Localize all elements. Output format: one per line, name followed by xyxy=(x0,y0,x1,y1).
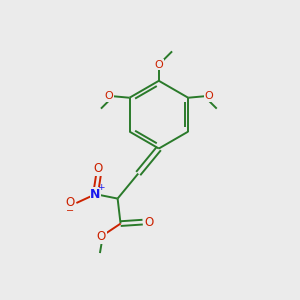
Text: O: O xyxy=(145,216,154,229)
Text: −: − xyxy=(66,206,74,216)
Text: O: O xyxy=(97,230,106,243)
Text: +: + xyxy=(97,183,105,192)
Text: O: O xyxy=(65,196,74,209)
Text: N: N xyxy=(90,188,101,201)
Text: O: O xyxy=(94,162,103,175)
Text: O: O xyxy=(204,91,213,101)
Text: O: O xyxy=(105,91,113,101)
Text: O: O xyxy=(154,60,163,70)
